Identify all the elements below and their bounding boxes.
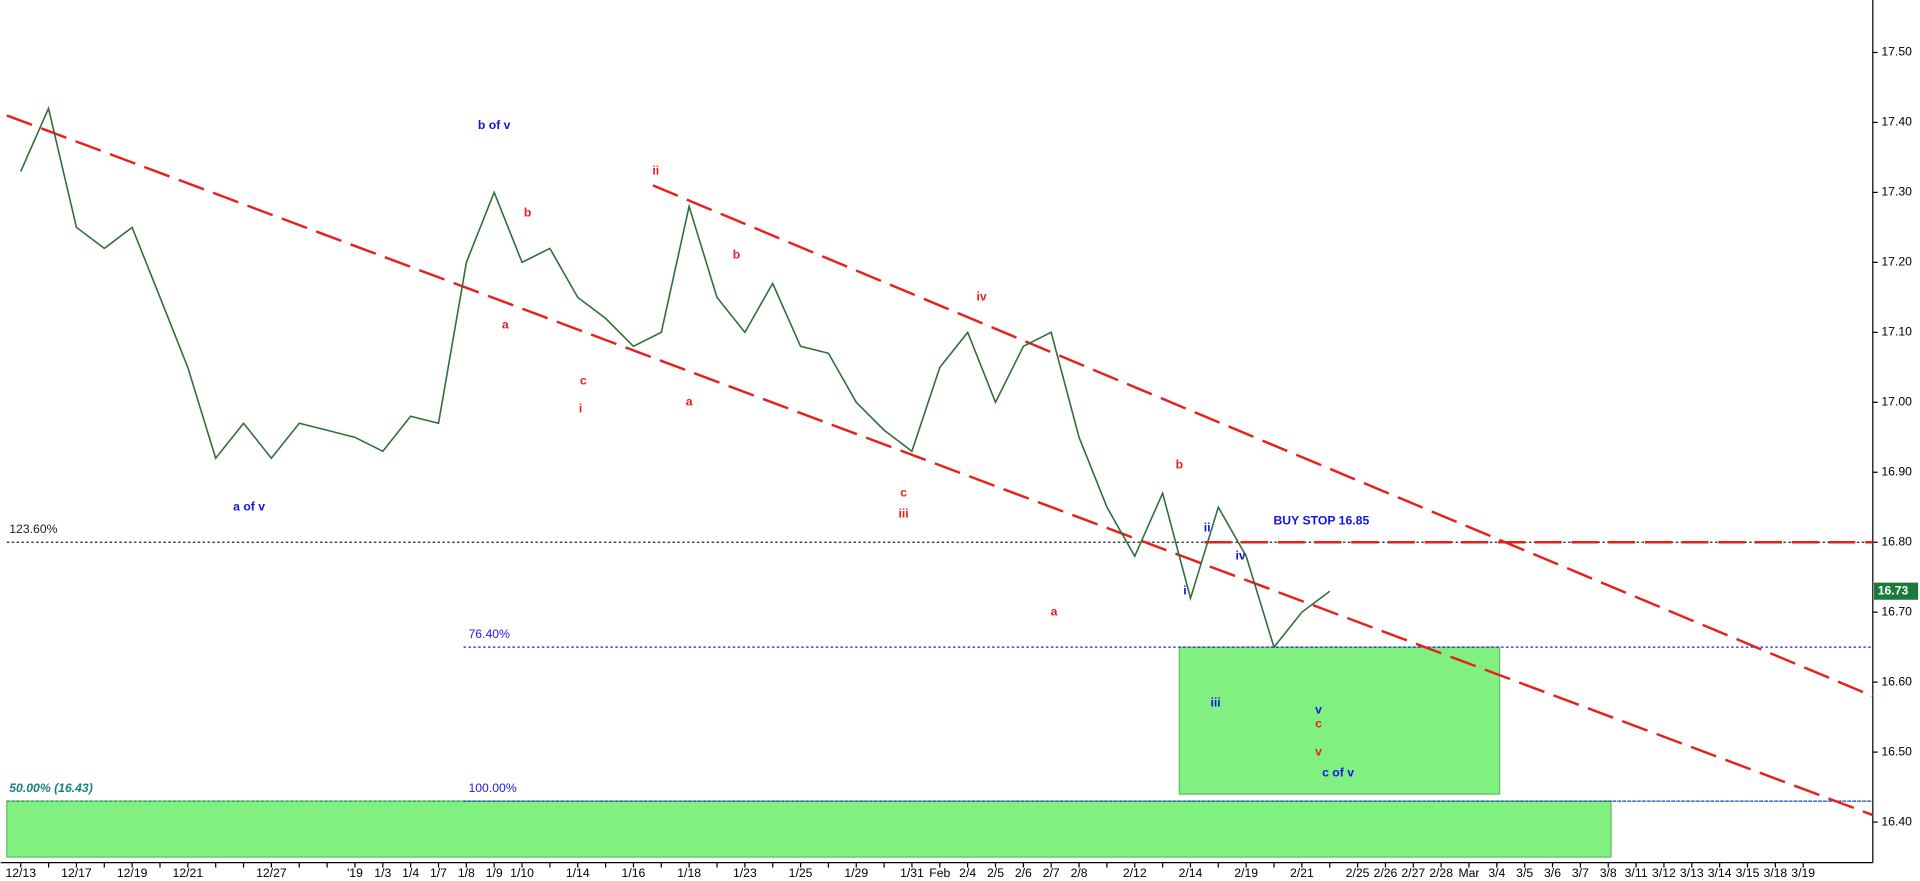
wave-label: iv <box>976 290 986 304</box>
x-tick-label: 3/13 <box>1680 866 1704 880</box>
x-tick-label: 12/19 <box>117 866 148 880</box>
y-tick-label: 17.40 <box>1881 115 1912 129</box>
target-zone <box>1178 646 1501 795</box>
wave-label: iii <box>899 506 909 520</box>
x-tick-label: 12/17 <box>61 866 92 880</box>
x-tick-label: 1/16 <box>622 866 646 880</box>
x-tick-label: 3/19 <box>1791 866 1815 880</box>
x-tick-label: 12/27 <box>256 866 287 880</box>
x-tick-label: 3/7 <box>1572 866 1589 880</box>
y-tick-label: 16.70 <box>1881 604 1912 618</box>
wave-label: c <box>1315 716 1322 730</box>
x-tick-label: 3/18 <box>1763 866 1787 880</box>
y-tick-label: 17.30 <box>1881 185 1912 199</box>
wave-label: iii <box>1210 695 1220 709</box>
wave-label: BUY STOP 16.85 <box>1273 513 1369 527</box>
x-tick-label: 12/13 <box>5 866 36 880</box>
x-tick-label: Feb <box>929 866 950 880</box>
wave-label: i <box>579 402 582 416</box>
x-tick-label: 2/7 <box>1043 866 1060 880</box>
x-tick-label: 2/27 <box>1401 866 1425 880</box>
y-tick-label: 17.50 <box>1881 45 1912 59</box>
wave-label: b <box>733 248 740 262</box>
wave-label: b of v <box>478 118 511 132</box>
x-tick-label: 3/5 <box>1516 866 1533 880</box>
x-tick-label: 2/14 <box>1179 866 1203 880</box>
trendline <box>652 184 1874 698</box>
x-tick-label: 2/21 <box>1290 866 1314 880</box>
wave-label: a <box>686 395 693 409</box>
x-tick-label: 3/4 <box>1488 866 1505 880</box>
level-label: 76.40% <box>468 627 510 641</box>
wave-label: c <box>900 485 907 499</box>
x-tick-label: 1/9 <box>486 866 503 880</box>
trendline <box>6 114 1874 817</box>
level-label: 100.00% <box>468 781 516 795</box>
level-label: 50.00% (16.43) <box>9 781 93 795</box>
x-tick-label: 2/28 <box>1429 866 1453 880</box>
wave-label: ii <box>652 164 659 178</box>
price-line <box>20 105 1331 649</box>
x-tick-label: 1/4 <box>402 866 419 880</box>
target-zone <box>6 800 1612 858</box>
x-tick-label: 1/7 <box>430 866 447 880</box>
x-tick-label: 1/8 <box>458 866 475 880</box>
y-tick-label: 16.60 <box>1881 674 1912 688</box>
x-tick-label: 1/10 <box>510 866 534 880</box>
x-tick-label: 1/23 <box>733 866 757 880</box>
y-tick-label: 16.40 <box>1881 814 1912 828</box>
x-tick-label: 1/18 <box>677 866 701 880</box>
y-tick-label: 16.50 <box>1881 744 1912 758</box>
wave-label: b <box>524 206 531 220</box>
y-tick-label: 17.00 <box>1881 395 1912 409</box>
x-tick-label: 3/11 <box>1625 866 1648 880</box>
x-tick-label: 3/14 <box>1708 866 1732 880</box>
x-tick-label: 2/5 <box>987 866 1004 880</box>
wave-label: iv <box>1235 548 1245 562</box>
last-price-label: 16.73 <box>1878 583 1909 597</box>
y-tick-label: 17.20 <box>1881 255 1912 269</box>
x-tick-label: 12/21 <box>173 866 204 880</box>
level-label: 123.60% <box>9 522 57 536</box>
wave-label: ii <box>1204 520 1211 534</box>
wave-label: v <box>1315 702 1322 716</box>
wave-label: a <box>1051 604 1058 618</box>
y-tick-label: 16.80 <box>1881 534 1912 548</box>
x-tick-label: 2/6 <box>1015 866 1032 880</box>
x-tick-label: 3/8 <box>1600 866 1617 880</box>
wave-label: v <box>1315 744 1322 758</box>
x-tick-label: 1/29 <box>844 866 868 880</box>
x-tick-label: 2/25 <box>1346 866 1370 880</box>
y-tick-label: 17.10 <box>1881 325 1912 339</box>
x-tick-label: 3/6 <box>1544 866 1561 880</box>
x-tick-label: 2/19 <box>1234 866 1258 880</box>
x-tick-label: Mar <box>1458 866 1479 880</box>
x-tick-label: 3/12 <box>1652 866 1676 880</box>
wave-label: i <box>1183 583 1186 597</box>
y-tick-label: 16.90 <box>1881 464 1912 478</box>
wave-label: c <box>580 374 587 388</box>
wave-label: c of v <box>1322 765 1354 779</box>
x-tick-label: 1/31 <box>900 866 924 880</box>
wave-label: a of v <box>233 499 265 513</box>
last-price-box <box>1874 582 1919 600</box>
wave-label: b <box>1176 457 1183 471</box>
x-tick-label: 3/15 <box>1736 866 1760 880</box>
x-tick-label: 1/25 <box>789 866 813 880</box>
x-tick-label: 1/3 <box>374 866 391 880</box>
x-tick-label: 2/4 <box>959 866 976 880</box>
x-tick-label: 2/26 <box>1374 866 1398 880</box>
wave-label: a <box>502 318 509 332</box>
x-tick-label: 2/12 <box>1123 866 1147 880</box>
x-tick-label: 2/8 <box>1071 866 1088 880</box>
x-tick-label: 1/14 <box>566 866 590 880</box>
x-tick-label: '19 <box>347 866 363 880</box>
